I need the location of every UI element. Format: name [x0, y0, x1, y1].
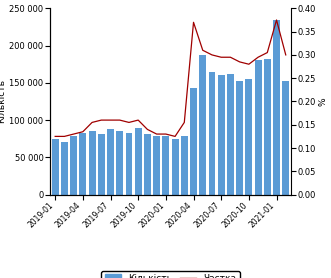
Legend: Кількість, Частка: Кількість, Частка — [101, 271, 240, 278]
Y-axis label: Кількість: Кількість — [0, 80, 7, 123]
Bar — [273, 19, 280, 195]
Bar — [227, 74, 234, 195]
Bar — [181, 136, 188, 195]
Bar — [135, 128, 142, 195]
Bar — [98, 133, 105, 195]
Bar — [199, 54, 206, 195]
Y-axis label: %: % — [319, 97, 328, 106]
Bar — [61, 142, 68, 195]
Bar — [163, 136, 169, 195]
Bar — [107, 129, 114, 195]
Bar — [70, 136, 77, 195]
Bar — [144, 133, 151, 195]
Bar — [125, 133, 132, 195]
Bar — [89, 131, 96, 195]
Bar — [153, 136, 160, 195]
Bar — [236, 81, 243, 195]
Bar — [282, 81, 289, 195]
Bar — [209, 72, 215, 195]
Bar — [79, 133, 86, 195]
Bar — [218, 75, 225, 195]
Bar — [255, 61, 261, 195]
Bar — [52, 139, 59, 195]
Bar — [116, 131, 123, 195]
Bar — [245, 79, 252, 195]
Bar — [190, 88, 197, 195]
Bar — [171, 139, 178, 195]
Bar — [264, 59, 271, 195]
